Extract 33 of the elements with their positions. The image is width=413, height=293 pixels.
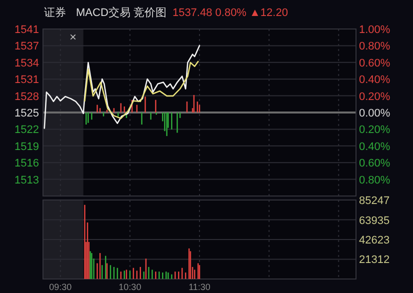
x-tick-label: 10:30 bbox=[118, 282, 142, 292]
y-tick-label: 1528 bbox=[14, 90, 39, 103]
y-tick-label: 1531 bbox=[14, 74, 39, 86]
y2-tick-label: 0.40% bbox=[359, 74, 390, 86]
y-tick-label: 1516 bbox=[14, 158, 39, 170]
y-tick-label: 1513 bbox=[14, 174, 39, 186]
y2-tick-label: 0.80% bbox=[359, 40, 390, 53]
y2-tick-label: 1.00% bbox=[359, 24, 390, 36]
y-tick-label: 1522 bbox=[14, 124, 39, 136]
annotation: × bbox=[69, 30, 77, 44]
y2-tick-label: 63935 bbox=[359, 214, 390, 227]
y2-tick-label: 0.60% bbox=[359, 158, 390, 170]
y2-tick-label: 21312 bbox=[359, 254, 390, 266]
y2-tick-label: 85247 bbox=[359, 195, 390, 207]
y2-tick-label: 42623 bbox=[359, 234, 390, 246]
y-tick-label: 1519 bbox=[14, 140, 39, 153]
line-series bbox=[84, 60, 199, 120]
y2-tick-label: 0.20% bbox=[359, 90, 390, 103]
chart-title: 证券 bbox=[44, 6, 66, 19]
x-tick-label: 09:30 bbox=[49, 282, 72, 292]
y-tick-label: 1541 bbox=[14, 24, 39, 36]
y2-tick-label: 0.60% bbox=[359, 57, 390, 70]
y-tick-label: 1537 bbox=[14, 40, 39, 53]
line-series bbox=[44, 44, 200, 129]
y-tick-label: 1525 bbox=[14, 108, 39, 120]
y2-tick-label: 0.00% bbox=[359, 108, 390, 120]
text: 1537.48 0.80% ▲12.20 bbox=[172, 7, 288, 19]
y-tick-label: 1534 bbox=[14, 57, 39, 70]
x-tick-label: 11:30 bbox=[188, 282, 210, 292]
y2-tick-label: 0.20% bbox=[359, 124, 390, 136]
y2-tick-label: 0.40% bbox=[359, 140, 390, 153]
y2-tick-label: 0.80% bbox=[359, 174, 390, 186]
chart-subtitle: MACD交易 竞价图 bbox=[76, 6, 166, 19]
